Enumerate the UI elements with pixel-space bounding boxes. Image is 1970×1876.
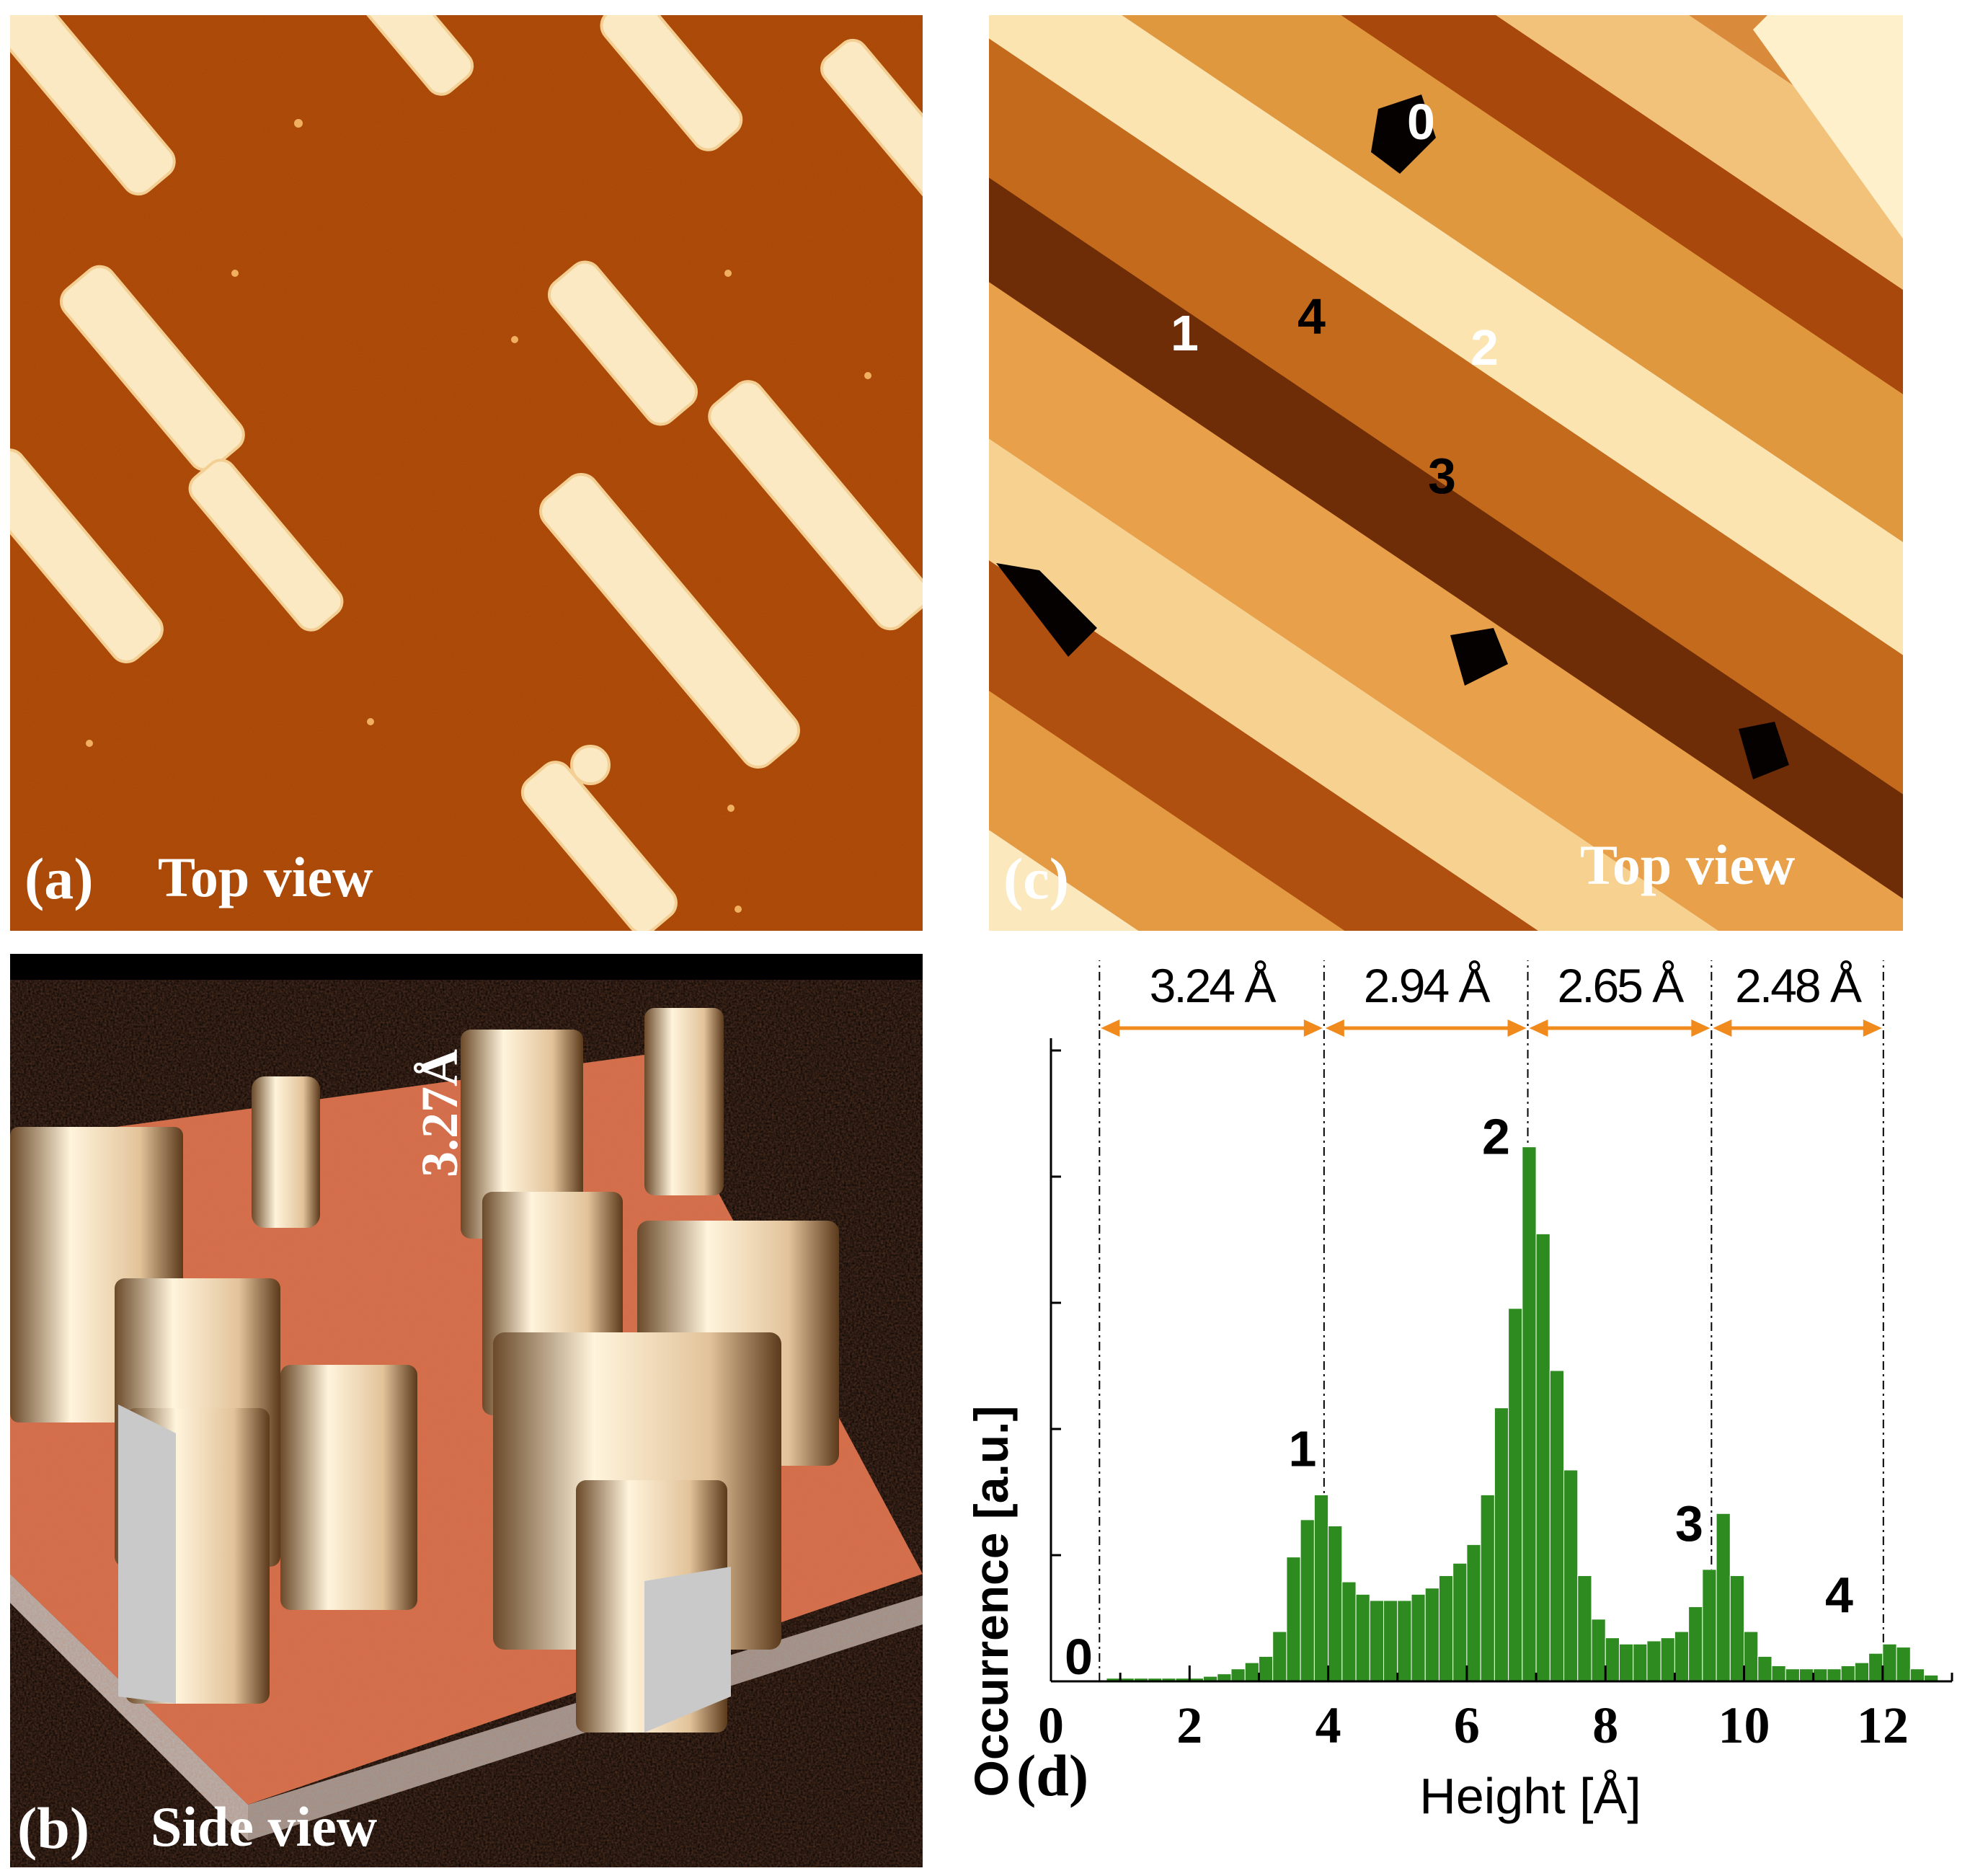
histogram-bar	[1785, 1668, 1800, 1682]
arrow-head	[1303, 1019, 1323, 1037]
spacing-label: 2.94 Å	[1364, 959, 1491, 1012]
histogram-chart: 3.24 Å 2.94 Å 2.65 Å 2.48 Å 0 2 4 6 8 10 12 01234…	[964, 959, 1953, 1824]
stm-image-b: 3.27Å (b) Side view	[10, 954, 923, 1867]
histogram-bar	[1424, 1588, 1439, 1682]
x-tick-label: 0	[1038, 1696, 1064, 1754]
histogram-bar	[1813, 1668, 1828, 1682]
histogram-bar	[1244, 1662, 1259, 1682]
panel-a-letter: (a)	[25, 846, 94, 911]
arrow-head	[1691, 1019, 1711, 1037]
x-axis-label: Height [Å]	[1419, 1768, 1641, 1824]
histogram-bar	[1369, 1600, 1385, 1682]
histogram-bar	[1660, 1637, 1675, 1682]
panel-c-stm-top-view: 0 1 2 3 4 (c) Top view	[989, 15, 1903, 931]
histogram-bar	[1466, 1544, 1481, 1682]
panel-c-caption: Top view	[1580, 833, 1795, 896]
x-tick-label: 12	[1857, 1696, 1909, 1754]
histogram-bar	[1328, 1526, 1343, 1682]
histogram-bar	[1798, 1668, 1814, 1682]
histogram-bar	[1771, 1665, 1786, 1682]
histogram-bar	[1729, 1575, 1745, 1682]
arrow-head	[1507, 1019, 1527, 1037]
level-label-3: 3	[1428, 448, 1456, 504]
histogram-bar	[1702, 1569, 1717, 1682]
histogram-bar	[1397, 1600, 1412, 1682]
histogram-bar	[1744, 1631, 1759, 1682]
peak-label: 0	[1065, 1629, 1093, 1685]
peak-label: 1	[1289, 1420, 1317, 1477]
histogram-bar	[1272, 1631, 1287, 1682]
spacing-label: 3.24 Å	[1150, 959, 1277, 1012]
histogram-bar	[1341, 1581, 1357, 1682]
histogram-bar	[1258, 1656, 1274, 1682]
x-tick-label: 10	[1718, 1696, 1770, 1754]
histogram-bar	[1411, 1593, 1426, 1682]
histogram-bar	[1757, 1656, 1772, 1682]
histogram-bar	[1480, 1494, 1495, 1682]
histogram-bar	[1605, 1637, 1620, 1682]
histogram-bar	[1854, 1662, 1870, 1682]
histogram-bar	[1674, 1631, 1690, 1682]
panel-c-letter: (c)	[1003, 846, 1069, 911]
spacing-label: 2.48 Å	[1735, 959, 1862, 1012]
level-label-4: 4	[1297, 288, 1326, 345]
level-label-1: 1	[1171, 305, 1199, 361]
peak-label: 4	[1825, 1567, 1853, 1623]
arrow-head	[1101, 1019, 1120, 1037]
panel-d-letter: (d)	[1016, 1743, 1088, 1808]
arrow-head	[1529, 1019, 1548, 1037]
histogram-bar	[1896, 1647, 1911, 1682]
histogram-bar	[1286, 1557, 1301, 1682]
x-tick-label: 8	[1592, 1696, 1618, 1754]
histogram-bar	[1591, 1619, 1606, 1682]
histogram-bar	[1840, 1665, 1855, 1682]
histogram-bar	[1438, 1575, 1454, 1682]
panel-b-stm-side-view: 3.27Å (b) Side view	[10, 954, 923, 1867]
histogram-bar	[1646, 1640, 1661, 1682]
histogram-bar	[1716, 1513, 1731, 1682]
stm-image-c: 0 1 2 3 4 (c) Top view	[989, 15, 1903, 931]
arrow-head	[1713, 1019, 1732, 1037]
histogram-bar	[1563, 1469, 1579, 1682]
peak-label: 2	[1482, 1109, 1510, 1165]
histogram-bar	[1688, 1606, 1703, 1682]
x-tick-label: 4	[1315, 1696, 1341, 1754]
peak-label: 3	[1675, 1495, 1703, 1552]
histogram-bar	[1618, 1643, 1634, 1682]
histogram-bar	[1909, 1668, 1925, 1682]
histogram-bar	[1882, 1643, 1897, 1682]
histogram-bar	[1549, 1370, 1565, 1682]
histogram-bar	[1868, 1652, 1884, 1682]
panel-b-letter: (b)	[17, 1795, 89, 1861]
height-annotation: 3.27Å	[411, 1049, 469, 1177]
histogram-bar	[1494, 1407, 1509, 1682]
histogram-bar	[1535, 1233, 1550, 1682]
panel-a-caption: Top view	[158, 846, 373, 908]
histogram-bar	[1313, 1494, 1329, 1682]
arrow-head	[1863, 1019, 1882, 1037]
y-axis-label: Occurrence [a.u.]	[964, 1406, 1018, 1797]
histogram-bar	[1452, 1562, 1468, 1682]
histogram-bar	[1522, 1146, 1537, 1682]
spacing-label: 2.65 Å	[1558, 959, 1685, 1012]
histogram-bar	[1508, 1308, 1523, 1682]
x-tick-label: 2	[1176, 1696, 1202, 1754]
stm-image-a: (a) Top view	[10, 15, 923, 931]
histogram-bar	[1300, 1519, 1315, 1682]
histogram-bar	[1230, 1668, 1246, 1682]
histogram-bar	[1355, 1593, 1370, 1682]
histogram-bar	[1827, 1668, 1842, 1682]
histogram-bar	[1577, 1575, 1592, 1682]
histogram-bar	[1217, 1673, 1232, 1682]
histogram-bar	[1383, 1600, 1398, 1682]
panel-a-stm-top-view: (a) Top view	[10, 15, 923, 931]
level-label-2: 2	[1470, 319, 1499, 376]
panel-b-caption: Side view	[151, 1795, 377, 1858]
x-tick-label: 6	[1454, 1696, 1480, 1754]
histogram-bar	[1633, 1643, 1648, 1682]
arrow-head	[1325, 1019, 1344, 1037]
level-label-0: 0	[1407, 94, 1435, 150]
